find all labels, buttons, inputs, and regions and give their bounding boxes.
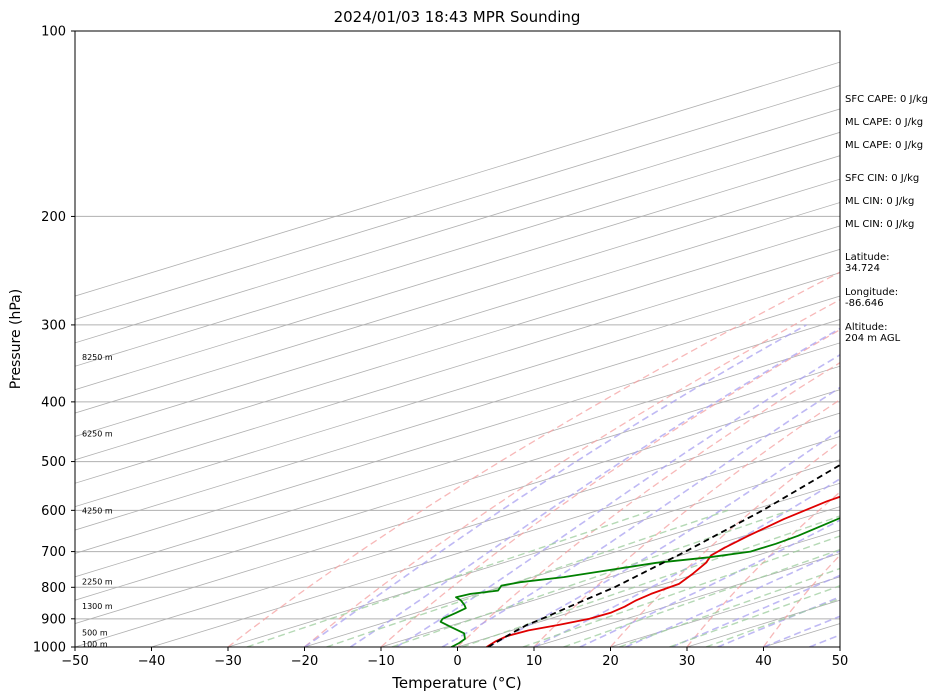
isotherm (75, 225, 840, 461)
dry-adiabat (533, 398, 840, 647)
isotherm (75, 389, 840, 625)
y-tick-label: 500 (41, 455, 66, 470)
sidebar-value: 34.724 (845, 263, 880, 274)
sidebar-text: ML CIN: 0 J/kg (845, 196, 914, 207)
height-label: 8250 m (82, 353, 113, 362)
moist-adiabat (395, 353, 840, 647)
y-tick-label: 100 (41, 25, 66, 40)
sidebar-text: Altitude: (845, 322, 887, 333)
y-axis-label: Pressure (hPa) (8, 289, 24, 389)
x-axis: −50 −40 −30 −20 −10 0 10 20 30 40 50 (61, 647, 848, 669)
mixing-ratio-line (246, 509, 653, 647)
chart-title: 2024/01/03 18:43 MPR Sounding (334, 8, 581, 26)
mixing-ratio-line (326, 509, 729, 647)
x-tick-label: −50 (61, 654, 88, 669)
moist-adiabat (533, 477, 840, 647)
dry-adiabat (610, 441, 840, 647)
moist-adiabat (487, 428, 840, 647)
mixing-ratio-line (705, 597, 840, 647)
height-label: 1300 m (82, 602, 113, 611)
mixing-ratio-line (563, 548, 840, 647)
y-axis: 100 200 300 400 500 600 700 800 900 1000 (33, 25, 75, 656)
x-tick-label: 50 (832, 654, 849, 669)
moist-adiabat (763, 615, 840, 647)
sidebar-text: SFC CAPE: 0 J/kg (845, 94, 928, 105)
x-tick-label: −40 (138, 654, 165, 669)
isotherm (75, 365, 840, 601)
sidebar-value: -86.646 (845, 298, 884, 309)
height-label: 100 m (82, 640, 108, 649)
background-lines (75, 31, 840, 647)
x-tick-label: −30 (214, 654, 241, 669)
x-tick-label: 40 (755, 654, 772, 669)
y-tick-label: 1000 (33, 641, 66, 656)
x-tick-label: 0 (453, 654, 461, 669)
height-label: 6250 m (82, 429, 113, 438)
dry-adiabat (380, 328, 840, 647)
sidebar-text: ML CAPE: 0 J/kg (845, 140, 923, 151)
isotherm (75, 131, 840, 367)
moist-adiabat (579, 519, 840, 647)
y-tick-label: 200 (41, 210, 66, 225)
dewpoint-line (439, 517, 840, 647)
isotherm (151, 436, 840, 647)
isotherm (75, 178, 840, 414)
mixing-ratio-line (461, 515, 840, 647)
dry-adiabat (227, 271, 840, 647)
dry-adiabat (304, 298, 840, 647)
x-tick-label: −10 (367, 654, 394, 669)
isotherm (75, 412, 840, 647)
sidebar-text: ML CAPE: 0 J/kg (845, 117, 923, 128)
sidebar-text: SFC CIN: 0 J/kg (845, 173, 919, 184)
isotherm (75, 319, 840, 554)
y-tick-label: 900 (41, 612, 66, 627)
sidebar-text: Latitude: (845, 252, 890, 263)
height-labels: 8250 m 6250 m 4250 m 2250 m 1300 m 500 m 100 m (82, 353, 113, 649)
isotherm (380, 506, 840, 647)
parcel-path-line (487, 463, 840, 647)
mixing-ratio-line (391, 509, 791, 647)
y-tick-label: 400 (41, 395, 66, 410)
isotherm (75, 155, 840, 391)
dry-adiabat (686, 491, 840, 647)
mixing-ratio-line (669, 585, 840, 647)
height-label: 4250 m (82, 506, 113, 515)
y-tick-label: 300 (41, 318, 66, 333)
temperature-line (486, 495, 840, 647)
height-label: 2250 m (82, 578, 113, 587)
y-tick-label: 700 (41, 545, 66, 560)
x-tick-label: 20 (602, 654, 619, 669)
isotherm (75, 272, 840, 508)
sidebar-text: ML CIN: 0 J/kg (845, 219, 914, 230)
y-tick-label: 800 (41, 581, 66, 596)
isotherm (227, 459, 840, 647)
x-tick-label: −20 (291, 654, 318, 669)
isotherm (75, 295, 840, 531)
y-tick-label: 600 (41, 504, 66, 519)
moist-adiabat (304, 324, 807, 647)
x-axis-label: Temperature (°C) (391, 674, 521, 692)
mixing-ratio-line (619, 567, 840, 647)
isotherm (75, 342, 840, 578)
moist-adiabat (625, 549, 840, 647)
isotherm (75, 85, 840, 320)
isotherm (75, 108, 840, 344)
isotherm (75, 248, 840, 484)
x-tick-label: 30 (679, 654, 696, 669)
height-label: 500 m (82, 628, 108, 637)
sidebar-stats: SFC CAPE: 0 J/kg ML CAPE: 0 J/kg ML CAPE: … (845, 94, 928, 344)
isotherm (75, 202, 840, 437)
sidebar-value: 204 m AGL (845, 333, 901, 344)
isotherm (304, 482, 840, 647)
isotherm (75, 61, 840, 297)
x-tick-label: 10 (526, 654, 543, 669)
data-series (439, 463, 840, 647)
sidebar-text: Longitude: (845, 287, 898, 298)
moist-adiabat (349, 327, 840, 647)
mixing-ratio-line (522, 535, 840, 647)
